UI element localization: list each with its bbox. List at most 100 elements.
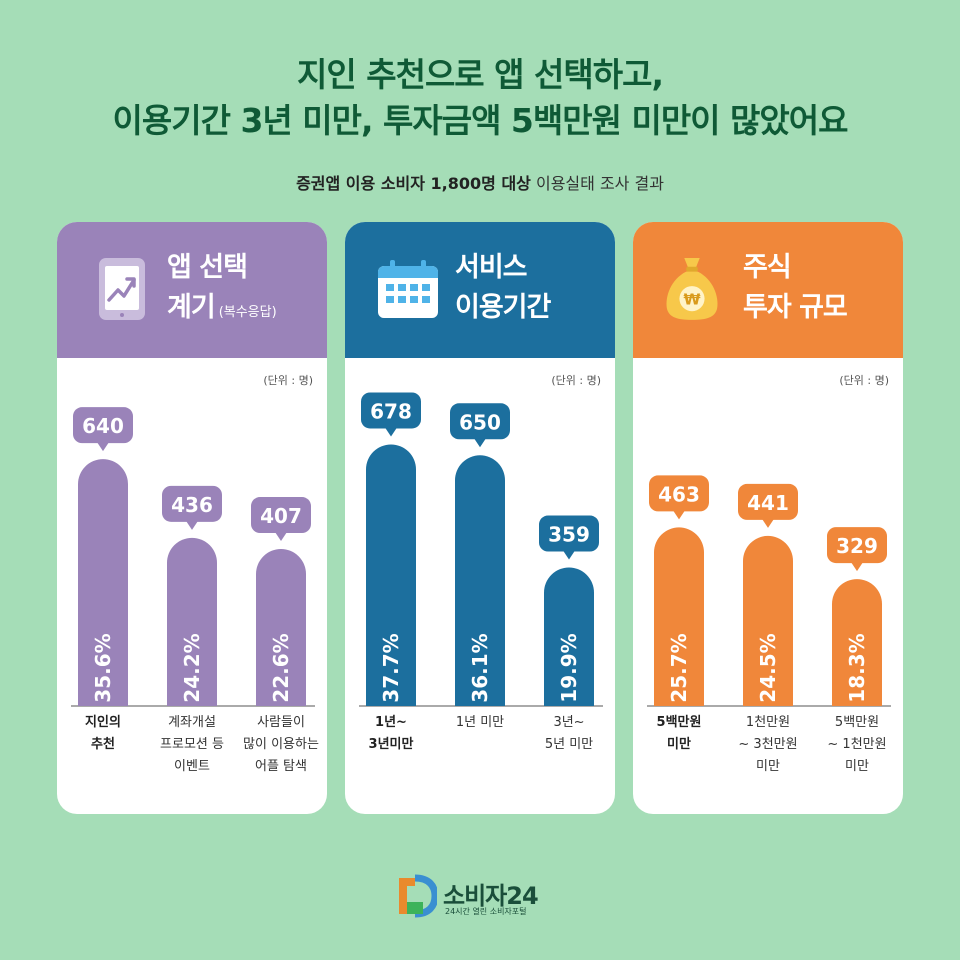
- svg-text:₩: ₩: [683, 290, 700, 308]
- bar-percent-label: 37.7%: [379, 633, 403, 702]
- bar: [832, 579, 882, 706]
- category-label-line: 미만: [667, 737, 691, 752]
- panel-title-line2: 계기: [167, 292, 216, 323]
- category-label-line: 많이 이용하는: [243, 737, 319, 752]
- category-label-line: 5백만원: [834, 715, 880, 730]
- category-label-line: 5백만원: [656, 715, 702, 730]
- panel-app-selection: 앱 선택 계기 (복수응답) (단위 : 명) 35.6% 640 24.2% 436 2…: [57, 222, 327, 814]
- bar: [544, 567, 594, 706]
- bar: [743, 535, 793, 706]
- logo-tagline: 24시간 열린 소비자포털: [445, 907, 527, 916]
- value-bubble: [251, 497, 311, 534]
- bar-percent-label: 19.9%: [557, 633, 581, 702]
- bar-value-label: 640: [82, 414, 124, 438]
- category-label-line: ~ 1천만원: [827, 737, 887, 752]
- unit-label: (단위 : 명): [551, 374, 601, 387]
- panel-title: 앱 선택 계기 (복수응답): [167, 248, 277, 333]
- bar-value-label: 441: [747, 491, 789, 515]
- value-bubble-pointer: [97, 442, 109, 452]
- category-label-line: 5년 미만: [544, 737, 594, 752]
- value-bubble: [827, 527, 887, 564]
- value-bubble-pointer: [474, 438, 486, 448]
- subtitle-bold: 증권앱 이용 소비자 1,800명 대상: [296, 174, 531, 193]
- value-bubble: [73, 407, 133, 444]
- value-bubble: [649, 475, 709, 512]
- category-label: 1년 미만: [435, 712, 525, 734]
- category-label-line: 지인의: [85, 715, 121, 730]
- value-bubble: [361, 392, 421, 429]
- category-label: 사람들이 많이 이용하는 어플 탐색: [236, 712, 326, 778]
- category-label: 1천만원 ~ 3천만원 미만: [723, 712, 813, 778]
- logo-icon: [399, 874, 437, 918]
- bar-percent-label: 18.3%: [845, 633, 869, 702]
- bar-percent-label: 35.6%: [91, 633, 115, 702]
- category-label-line: 프로모션 등: [160, 737, 224, 752]
- bar-percent-label: 24.2%: [180, 633, 204, 702]
- unit-label: (단위 : 명): [839, 374, 889, 387]
- panel-header: 서비스 이용기간: [345, 222, 615, 358]
- subtitle: 증권앱 이용 소비자 1,800명 대상 이용실태 조사 결과: [0, 170, 960, 194]
- category-label-line: 1천만원: [745, 715, 791, 730]
- category-label-line: 계좌개설: [168, 715, 216, 730]
- value-bubble: [539, 515, 599, 552]
- category-label-line: 1년 미만: [455, 715, 505, 730]
- category-label: 5백만원 ~ 1천만원 미만: [812, 712, 902, 778]
- value-bubble-pointer: [673, 510, 685, 520]
- category-label-line: 이벤트: [174, 759, 210, 774]
- panel-investment-size: ₩ 주식 투자 규모 (단위 : 명) 25.7% 463 24.5% 441 18.3…: [633, 222, 903, 814]
- bar-percent-label: 36.1%: [468, 633, 492, 702]
- calendar-icon: [378, 260, 438, 318]
- value-bubble-pointer: [186, 520, 198, 530]
- category-label-line: 추천: [91, 737, 115, 752]
- value-bubble-pointer: [275, 532, 287, 542]
- category-label-line: ~ 3천만원: [738, 737, 798, 752]
- bar: [167, 537, 217, 706]
- bar-percent-label: 22.6%: [269, 633, 293, 702]
- bar: [78, 459, 128, 706]
- bar: [366, 444, 416, 706]
- money-bag-icon: ₩: [666, 258, 718, 320]
- value-bubble-pointer: [385, 427, 397, 437]
- bar: [654, 527, 704, 706]
- panel-title: 주식 투자 규모: [743, 248, 848, 328]
- panel-usage-period: 서비스 이용기간 (단위 : 명) 37.7% 678 36.1% 650 19.9% 3…: [345, 222, 615, 814]
- bar: [455, 455, 505, 706]
- value-bubble-pointer: [851, 562, 863, 572]
- bar-percent-label: 24.5%: [756, 633, 780, 702]
- bar-value-label: 329: [836, 534, 878, 558]
- category-label-line: 3년미만: [368, 737, 414, 752]
- category-label-line: 3년~: [553, 715, 585, 730]
- bar-value-label: 359: [548, 523, 590, 547]
- value-bubble: [450, 403, 510, 440]
- panel-title-line2: 투자 규모: [743, 292, 848, 323]
- logo-name: 소비자24: [443, 882, 539, 910]
- value-bubble: [738, 483, 798, 520]
- title-line-2: 이용기간 3년 미만, 투자금액 5백만원 미만이 많았어요: [112, 101, 849, 140]
- chart-investment-size: 25.7% 463 24.5% 441 18.3% 329: [647, 475, 891, 707]
- panel-title-line1: 주식: [743, 252, 792, 283]
- panel-header: 앱 선택 계기 (복수응답): [57, 222, 327, 358]
- bar-value-label: 436: [171, 493, 213, 517]
- bar-value-label: 463: [658, 482, 700, 506]
- panel-title: 서비스 이용기간: [455, 248, 551, 328]
- panel-note: (복수응답): [218, 305, 277, 320]
- category-label-line: 1년~: [375, 715, 407, 730]
- value-bubble-pointer: [762, 518, 774, 528]
- unit-label: (단위 : 명): [263, 374, 313, 387]
- value-bubble-pointer: [563, 550, 575, 560]
- chart-usage-period: 37.7% 678 36.1% 650 19.9% 359: [359, 392, 603, 707]
- chart-app-selection: 35.6% 640 24.2% 436 22.6% 407: [71, 407, 315, 707]
- panel-title-line1: 서비스: [455, 252, 528, 283]
- subtitle-rest: 이용실태 조사 결과: [530, 174, 664, 193]
- value-bubble: [162, 485, 222, 522]
- category-label: 1년~ 3년미만: [346, 712, 436, 756]
- title-line-1: 지인 추천으로 앱 선택하고,: [297, 55, 664, 94]
- logo: 소비자24 24시간 열린 소비자포털: [395, 870, 575, 924]
- bar-value-label: 650: [459, 410, 501, 434]
- category-label-line: 사람들이: [257, 715, 305, 730]
- panel-title-line1: 앱 선택: [167, 252, 248, 283]
- smartphone-chart-icon: [99, 258, 145, 320]
- bar-value-label: 678: [370, 399, 412, 423]
